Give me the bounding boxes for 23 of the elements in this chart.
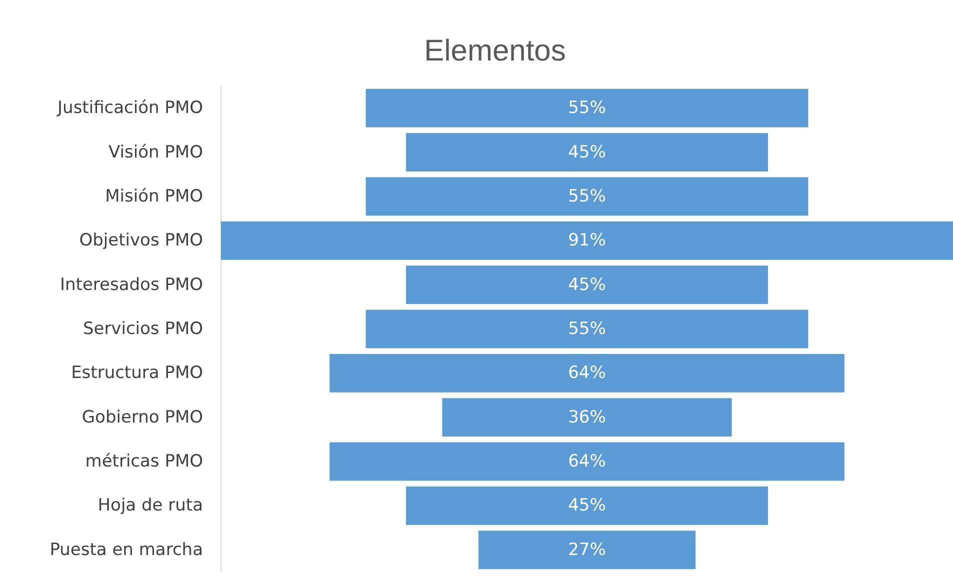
category-label: Justificación PMO bbox=[56, 98, 203, 118]
data-label: 91% bbox=[568, 230, 606, 251]
data-label: 55% bbox=[568, 98, 606, 118]
data-label: 55% bbox=[568, 319, 606, 339]
category-label: Objetivos PMO bbox=[79, 230, 203, 251]
category-label: Gobierno PMO bbox=[82, 407, 203, 428]
category-label: Estructura PMO bbox=[71, 363, 203, 384]
data-label: 64% bbox=[568, 452, 606, 472]
data-label: 45% bbox=[568, 496, 606, 516]
text: Elementos bbox=[424, 34, 566, 68]
category-label: métricas PMO bbox=[85, 452, 203, 472]
category-label: Puesta en marcha bbox=[50, 540, 203, 560]
data-label: 64% bbox=[568, 363, 606, 384]
data-label: 45% bbox=[568, 274, 606, 295]
data-label: 55% bbox=[568, 186, 606, 206]
data-label: 45% bbox=[568, 142, 606, 162]
data-label: 36% bbox=[568, 407, 606, 428]
category-label: Visión PMO bbox=[108, 142, 203, 162]
category-label: Hoja de ruta bbox=[98, 496, 203, 516]
category-label: Interesados PMO bbox=[60, 274, 203, 295]
category-label: Misión PMO bbox=[105, 186, 203, 206]
data-label: 27% bbox=[568, 540, 606, 560]
category-label: Servicios PMO bbox=[82, 319, 203, 339]
